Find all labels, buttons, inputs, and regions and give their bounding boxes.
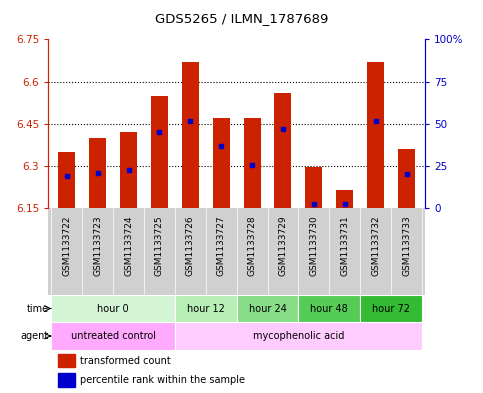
Text: hour 0: hour 0 — [98, 303, 129, 314]
Bar — [175, 322, 422, 350]
Text: GSM1133728: GSM1133728 — [248, 215, 256, 276]
Text: GSM1133723: GSM1133723 — [93, 215, 102, 276]
Bar — [367, 62, 384, 208]
Text: agent: agent — [21, 331, 49, 341]
Text: untreated control: untreated control — [71, 331, 156, 341]
Text: hour 72: hour 72 — [372, 303, 410, 314]
Bar — [58, 373, 75, 387]
Bar — [182, 62, 199, 208]
Bar — [398, 149, 415, 208]
Text: transformed count: transformed count — [80, 356, 170, 366]
Bar — [58, 152, 75, 208]
Bar — [89, 138, 106, 208]
Text: GSM1133724: GSM1133724 — [124, 215, 133, 276]
Bar — [243, 118, 261, 208]
Bar — [51, 322, 175, 350]
Bar — [151, 95, 168, 208]
Bar — [213, 118, 230, 208]
Text: GSM1133730: GSM1133730 — [310, 215, 318, 276]
Bar — [58, 354, 75, 367]
Text: GSM1133731: GSM1133731 — [340, 215, 349, 276]
Text: percentile rank within the sample: percentile rank within the sample — [80, 375, 245, 386]
Text: time: time — [27, 303, 49, 314]
Bar — [336, 190, 353, 208]
Bar — [274, 93, 291, 208]
Text: hour 48: hour 48 — [311, 303, 348, 314]
Bar — [120, 132, 137, 208]
Bar — [360, 295, 422, 322]
Text: GDS5265 / ILMN_1787689: GDS5265 / ILMN_1787689 — [155, 12, 328, 25]
Bar — [175, 295, 237, 322]
Text: GSM1133725: GSM1133725 — [155, 215, 164, 276]
Bar — [298, 295, 360, 322]
Text: GSM1133729: GSM1133729 — [279, 215, 287, 276]
Text: hour 12: hour 12 — [187, 303, 225, 314]
Bar — [237, 295, 298, 322]
Text: GSM1133733: GSM1133733 — [402, 215, 411, 276]
Text: GSM1133727: GSM1133727 — [217, 215, 226, 276]
Text: GSM1133732: GSM1133732 — [371, 215, 380, 276]
Text: mycophenolic acid: mycophenolic acid — [253, 331, 344, 341]
Text: GSM1133726: GSM1133726 — [186, 215, 195, 276]
Text: hour 24: hour 24 — [249, 303, 286, 314]
Bar — [51, 295, 175, 322]
Bar — [305, 167, 322, 208]
Text: GSM1133722: GSM1133722 — [62, 215, 71, 276]
